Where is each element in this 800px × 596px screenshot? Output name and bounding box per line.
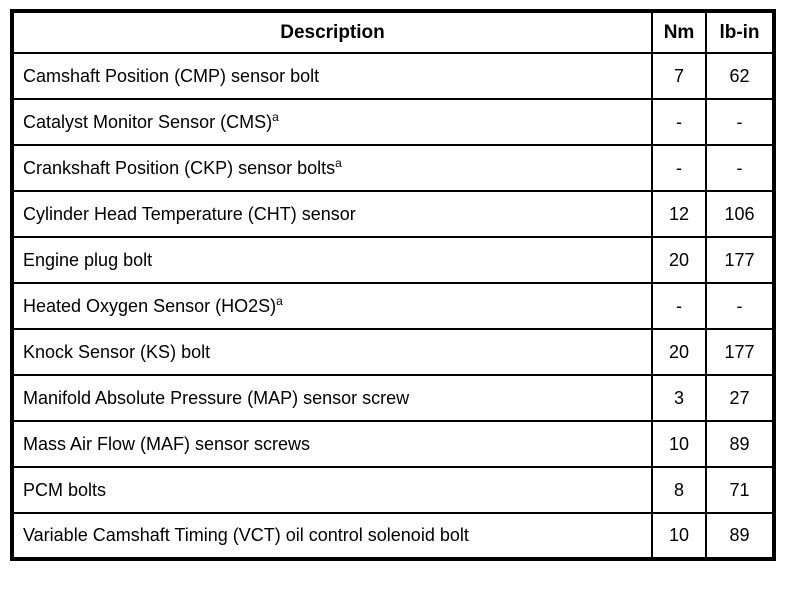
cell-nm: 7 bbox=[651, 52, 707, 100]
cell-description: Heated Oxygen Sensor (HO2S)a bbox=[11, 282, 653, 330]
cell-lbin: - bbox=[705, 144, 775, 192]
cell-lbin: 177 bbox=[705, 328, 775, 376]
table-row: Cylinder Head Temperature (CHT) sensor 12… bbox=[11, 190, 775, 238]
table-row: Camshaft Position (CMP) sensor bolt 7 62 bbox=[11, 52, 775, 100]
column-header-lbin: lb-in bbox=[705, 10, 775, 54]
cell-lbin: 27 bbox=[705, 374, 775, 422]
cell-nm: 20 bbox=[651, 328, 707, 376]
cell-description: PCM bolts bbox=[11, 466, 653, 514]
table-row: Mass Air Flow (MAF) sensor screws 10 89 bbox=[11, 420, 775, 468]
footnote-marker: a bbox=[276, 293, 283, 308]
cell-lbin: 177 bbox=[705, 236, 775, 284]
cell-lbin: 106 bbox=[705, 190, 775, 238]
torque-spec-table: Description Nm lb-in Camshaft Position (… bbox=[10, 9, 776, 561]
cell-nm: - bbox=[651, 98, 707, 146]
column-header-nm: Nm bbox=[651, 10, 707, 54]
cell-lbin: 62 bbox=[705, 52, 775, 100]
cell-description: Cylinder Head Temperature (CHT) sensor bbox=[11, 190, 653, 238]
cell-nm: - bbox=[651, 144, 707, 192]
cell-description: Camshaft Position (CMP) sensor bolt bbox=[11, 52, 653, 100]
cell-lbin: 71 bbox=[705, 466, 775, 514]
cell-lbin: - bbox=[705, 282, 775, 330]
cell-description: Manifold Absolute Pressure (MAP) sensor … bbox=[11, 374, 653, 422]
table-row: Heated Oxygen Sensor (HO2S)a - - bbox=[11, 282, 775, 330]
table-row: Variable Camshaft Timing (VCT) oil contr… bbox=[11, 512, 775, 560]
table-row: Catalyst Monitor Sensor (CMS)a - - bbox=[11, 98, 775, 146]
cell-nm: 3 bbox=[651, 374, 707, 422]
cell-lbin: 89 bbox=[705, 512, 775, 560]
table-row: Crankshaft Position (CKP) sensor boltsa -… bbox=[11, 144, 775, 192]
cell-description: Mass Air Flow (MAF) sensor screws bbox=[11, 420, 653, 468]
cell-nm: 8 bbox=[651, 466, 707, 514]
cell-description: Variable Camshaft Timing (VCT) oil contr… bbox=[11, 512, 653, 560]
table-row: Manifold Absolute Pressure (MAP) sensor … bbox=[11, 374, 775, 422]
footnote-marker: a bbox=[272, 109, 279, 124]
cell-nm: 10 bbox=[651, 512, 707, 560]
footnote-marker: a bbox=[335, 155, 342, 170]
cell-nm: 20 bbox=[651, 236, 707, 284]
cell-lbin: - bbox=[705, 98, 775, 146]
table-row: PCM bolts 8 71 bbox=[11, 466, 775, 514]
cell-description: Catalyst Monitor Sensor (CMS)a bbox=[11, 98, 653, 146]
cell-description: Engine plug bolt bbox=[11, 236, 653, 284]
table-body: Camshaft Position (CMP) sensor bolt 7 62 Ca… bbox=[11, 52, 775, 560]
cell-description: Crankshaft Position (CKP) sensor boltsa bbox=[11, 144, 653, 192]
cell-nm: 10 bbox=[651, 420, 707, 468]
column-header-description: Description bbox=[11, 10, 653, 54]
header-row: Description Nm lb-in bbox=[11, 10, 775, 54]
cell-lbin: 89 bbox=[705, 420, 775, 468]
table-row: Knock Sensor (KS) bolt 20 177 bbox=[11, 328, 775, 376]
cell-nm: 12 bbox=[651, 190, 707, 238]
cell-description: Knock Sensor (KS) bolt bbox=[11, 328, 653, 376]
table-row: Engine plug bolt 20 177 bbox=[11, 236, 775, 284]
cell-nm: - bbox=[651, 282, 707, 330]
